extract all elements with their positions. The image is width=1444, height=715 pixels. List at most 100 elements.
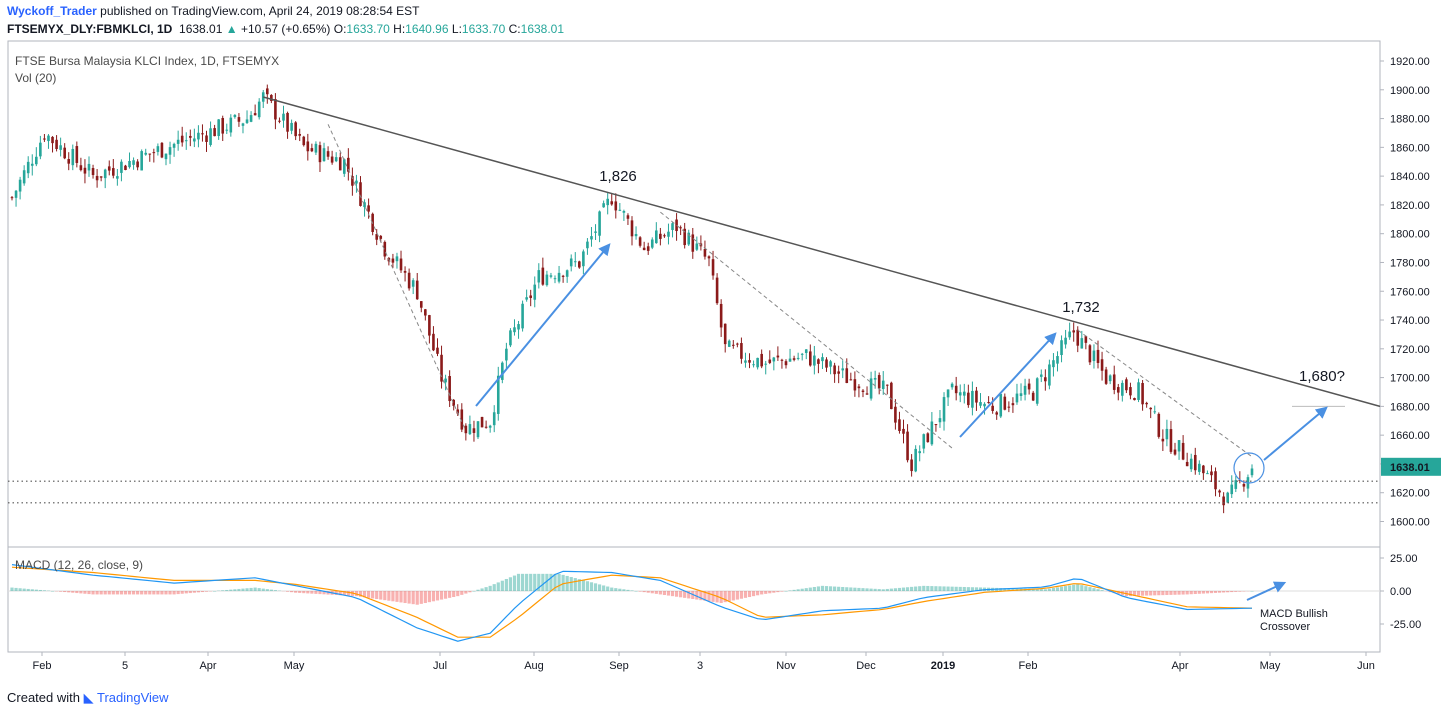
macd-histogram-bar xyxy=(561,574,565,591)
macd-histogram-bar xyxy=(614,588,618,591)
candle-body xyxy=(30,163,34,166)
macd-histogram-bar xyxy=(480,588,484,591)
macd-histogram-bar xyxy=(71,591,75,593)
candle-body xyxy=(602,203,605,208)
macd-histogram-bar xyxy=(557,573,561,591)
macd-histogram-bar xyxy=(140,591,144,595)
candle-body xyxy=(1234,480,1238,489)
candle-body xyxy=(736,343,739,345)
macd-histogram-bar xyxy=(423,591,427,604)
macd-histogram-bar xyxy=(1140,591,1145,596)
candle-body xyxy=(274,99,277,120)
price-change: +10.57 (+0.65%) xyxy=(241,22,331,36)
candle-body xyxy=(869,378,873,399)
candle-body xyxy=(549,275,553,277)
macd-histogram-bar xyxy=(63,591,67,593)
candle-body xyxy=(217,119,220,136)
macd-histogram-bar xyxy=(1205,591,1210,594)
tradingview-link[interactable]: TradingView xyxy=(97,690,169,705)
macd-tick-label: 0.00 xyxy=(1390,586,1411,598)
candle-body xyxy=(845,368,849,384)
macd-histogram-bar xyxy=(1132,591,1137,596)
macd-histogram-bar xyxy=(853,587,857,591)
macd-histogram-bar xyxy=(1059,586,1064,591)
macd-histogram-bar xyxy=(156,591,160,595)
open-value: 1633.70 xyxy=(346,22,390,36)
candle-body xyxy=(1052,360,1055,368)
macd-histogram-bar xyxy=(435,591,440,601)
candle-body xyxy=(618,209,622,211)
candle-body xyxy=(711,259,715,276)
macd-histogram-bar xyxy=(978,587,983,591)
macd-histogram-bar xyxy=(285,591,290,592)
candle-body xyxy=(156,146,160,152)
candle-body xyxy=(484,426,488,428)
macd-histogram-bar xyxy=(160,591,164,595)
candle-body xyxy=(26,161,30,174)
macd-histogram-bar xyxy=(111,591,115,595)
date-tick-label: 2019 xyxy=(931,660,955,672)
candle-body xyxy=(513,327,516,333)
macd-histogram-bar xyxy=(760,591,764,595)
macd-histogram-bar xyxy=(622,589,626,591)
macd-histogram-bar xyxy=(792,589,796,591)
candle-body xyxy=(800,353,804,355)
date-tick-label: Sep xyxy=(609,660,629,672)
candle-body xyxy=(1060,340,1063,356)
macd-histogram-bar xyxy=(549,573,553,591)
candle-body xyxy=(634,234,638,237)
candle-body xyxy=(253,113,257,116)
candle-body xyxy=(67,159,71,164)
candle-body xyxy=(1169,429,1173,452)
candle-body xyxy=(1108,375,1112,382)
candle-body xyxy=(184,140,188,142)
candle-body xyxy=(342,159,346,174)
dashed-trendline xyxy=(1077,329,1253,458)
candle-body xyxy=(1003,396,1007,410)
candle-body xyxy=(691,234,695,252)
candle-body xyxy=(1145,402,1148,405)
candle-body xyxy=(979,402,982,406)
candle-body xyxy=(1185,461,1189,467)
candle-body xyxy=(10,197,14,199)
candle-body xyxy=(1157,413,1161,437)
author-link[interactable]: Wyckoff_Trader xyxy=(7,4,97,18)
macd-histogram-bar xyxy=(1136,591,1141,596)
candle-body xyxy=(813,355,816,366)
candle-body xyxy=(930,421,934,445)
macd-histogram-bar xyxy=(290,591,294,593)
macd-histogram-bar xyxy=(496,582,500,591)
candle-body xyxy=(440,354,443,382)
macd-histogram-bar xyxy=(581,580,585,591)
candle-body xyxy=(124,165,127,171)
candle-body xyxy=(452,399,455,406)
macd-tick-label: 25.00 xyxy=(1390,553,1418,565)
candle-body xyxy=(561,275,565,277)
macd-histogram-bar xyxy=(897,587,902,591)
macd-histogram-bar xyxy=(152,591,156,595)
candle-body xyxy=(306,141,310,152)
macd-histogram-bar xyxy=(379,591,383,600)
price-tick-label: 1700.00 xyxy=(1390,373,1430,385)
date-tick-label: 5 xyxy=(122,660,128,672)
candle-body xyxy=(221,118,225,134)
macd-histogram-bar xyxy=(780,591,784,592)
candle-body xyxy=(1015,393,1019,403)
candle-body xyxy=(1125,379,1128,391)
candle-body xyxy=(942,397,946,422)
candle-body xyxy=(456,409,460,414)
macd-histogram-bar xyxy=(845,587,849,591)
macd-histogram-bar xyxy=(602,585,606,591)
macd-histogram-bar xyxy=(504,578,508,591)
candle-body xyxy=(578,261,581,268)
macd-histogram-bar xyxy=(723,591,727,603)
candle-body xyxy=(1177,440,1181,452)
macd-histogram-bar xyxy=(1084,586,1088,591)
macd-histogram-bar xyxy=(699,591,703,601)
macd-histogram-bar xyxy=(658,591,662,595)
macd-histogram-bar xyxy=(958,586,962,591)
candle-body xyxy=(598,211,601,236)
candle-body xyxy=(322,148,326,162)
macd-histogram-bar xyxy=(407,591,411,604)
